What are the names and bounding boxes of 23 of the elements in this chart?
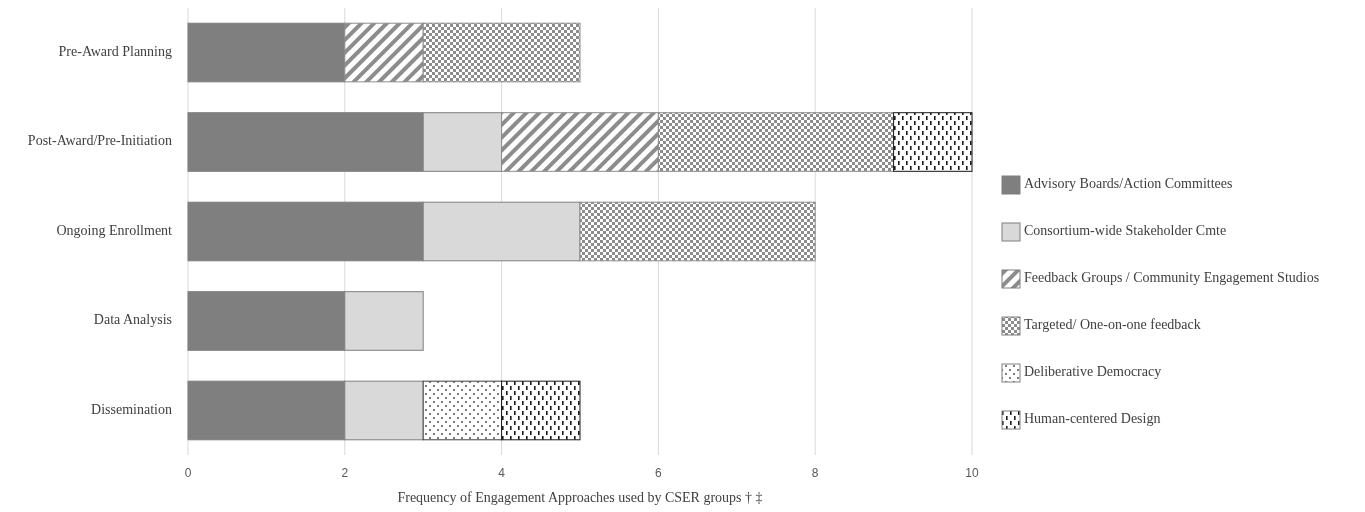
bar	[579, 201, 816, 262]
x-tick-label: 4	[498, 466, 506, 480]
x-tick-label: 0	[184, 466, 192, 480]
legend-label: Deliberative Democracy	[1024, 364, 1162, 380]
legend-label: Human-centered Design	[1024, 411, 1161, 427]
y-tick-label: Post-Award/Pre-Initiation	[27, 133, 172, 149]
legend-label: Advisory Boards/Action Committees	[1024, 176, 1233, 192]
bar	[422, 380, 503, 441]
y-tick-label: Pre-Award Planning	[58, 43, 172, 59]
x-tick-label: 6	[655, 466, 663, 480]
legend-label: Feedback Groups / Community Engagement Studios	[1024, 270, 1320, 286]
x-axis-title: Frequency of Engagement Approaches used by CSER groups † ‡	[397, 490, 763, 505]
y-tick-label: Dissemination	[91, 401, 172, 417]
bar	[893, 112, 973, 172]
legend-label: Consortium-wide Stakeholder Cmte	[1024, 223, 1227, 239]
y-tick-label: Ongoing Enrollment	[56, 222, 173, 238]
x-tick-label: 8	[811, 466, 819, 480]
y-tick-label: Data Analysis	[93, 312, 172, 328]
bar	[501, 380, 581, 441]
bar	[187, 22, 346, 83]
x-tick-label: 10	[965, 466, 979, 480]
x-tick-label: 2	[341, 466, 349, 480]
legend-label: Targeted/ One-on-one feedback	[1024, 317, 1201, 333]
